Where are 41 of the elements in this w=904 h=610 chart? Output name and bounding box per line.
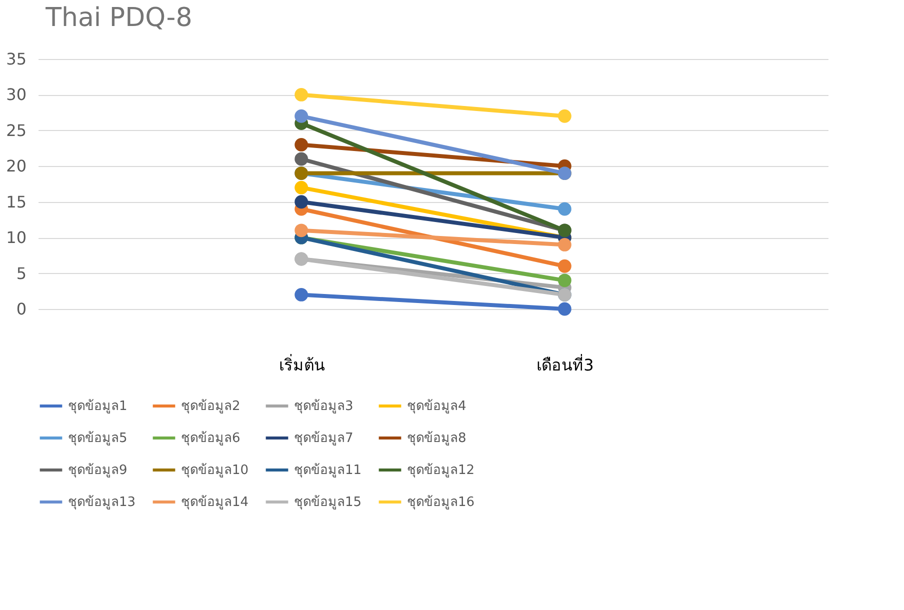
x-tick-label: เริ่มต้น xyxy=(278,354,325,374)
legend-label: ชุดข้อมูล16 xyxy=(407,495,475,510)
point xyxy=(558,238,572,252)
point xyxy=(558,202,572,216)
y-tick-label: 20 xyxy=(6,156,26,176)
x-tick-label: เดือนที่3 xyxy=(536,354,594,374)
point xyxy=(294,195,308,209)
point xyxy=(558,302,572,316)
y-tick-label: 15 xyxy=(6,192,26,212)
legend-label: ชุดข้อมูล13 xyxy=(68,495,136,510)
legend-label: ชุดข้อมูล11 xyxy=(294,463,362,478)
legend-label: ชุดข้อมูล1 xyxy=(68,399,128,414)
point xyxy=(558,274,572,288)
legend-label: ชุดข้อมูล2 xyxy=(181,399,240,414)
point xyxy=(294,224,308,238)
legend-label: ชุดข้อมูล9 xyxy=(68,463,128,478)
point xyxy=(558,259,572,273)
point xyxy=(294,152,308,166)
legend-label: ชุดข้อมูล8 xyxy=(407,431,466,446)
legend-label: ชุดข้อมูล6 xyxy=(181,431,240,446)
point xyxy=(294,88,308,102)
point xyxy=(294,288,308,302)
point xyxy=(558,109,572,123)
legend-label: ชุดข้อมูล3 xyxy=(294,399,354,414)
legend-label: ชุดข้อมูล14 xyxy=(181,495,249,510)
y-tick-label: 10 xyxy=(6,228,26,248)
legend-label: ชุดข้อมูล15 xyxy=(294,495,362,510)
point xyxy=(294,109,308,123)
point xyxy=(294,180,308,194)
y-tick-label: 5 xyxy=(16,264,26,283)
point xyxy=(294,138,308,152)
legend-label: ชุดข้อมูล5 xyxy=(68,431,128,446)
y-tick-label: 25 xyxy=(6,120,26,140)
y-tick-label: 35 xyxy=(6,50,26,68)
chart-title: Thai PDQ-8 xyxy=(44,3,192,33)
legend-label: ชุดข้อมูล4 xyxy=(407,399,466,414)
legend-label: ชุดข้อมูล12 xyxy=(407,463,475,478)
legend-label: ชุดข้อมูล10 xyxy=(181,463,249,478)
y-tick-label: 30 xyxy=(6,85,26,104)
y-tick-label: 0 xyxy=(16,300,26,318)
legend-label: ชุดข้อมูล7 xyxy=(294,431,354,446)
